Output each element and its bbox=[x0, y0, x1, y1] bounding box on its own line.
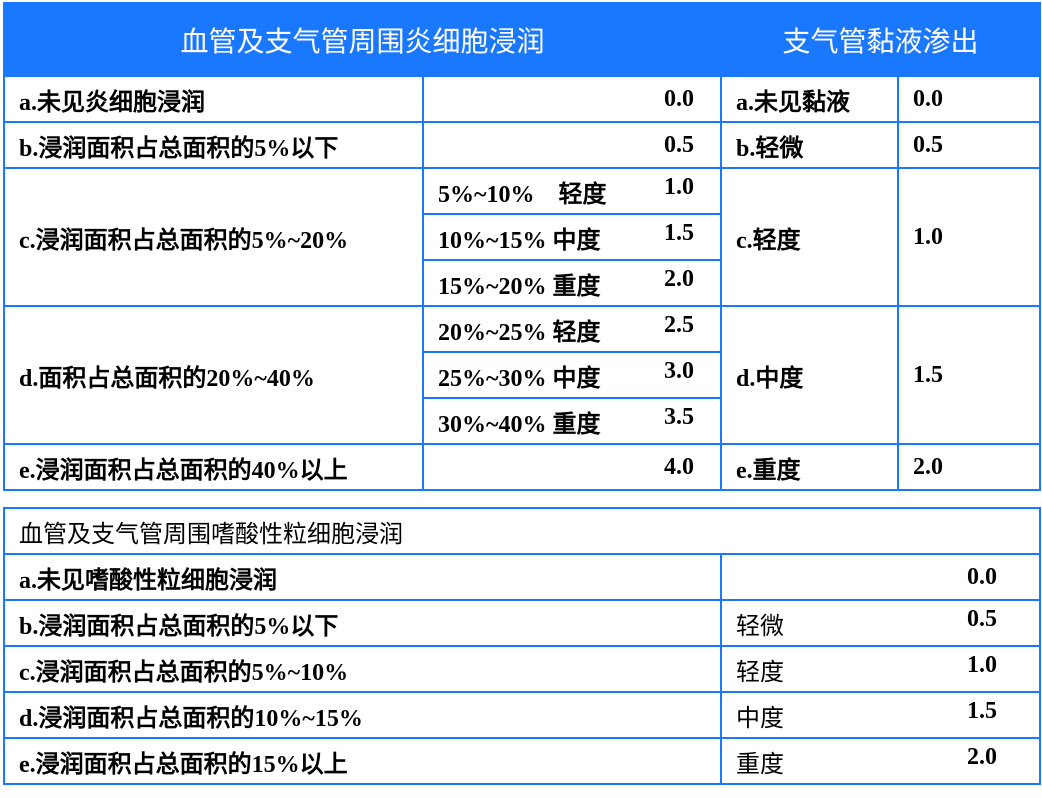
score: 1.0 bbox=[967, 651, 997, 678]
sub-score: 10%~15% 中度 1.5 bbox=[421, 213, 723, 261]
grade: 轻微 bbox=[736, 613, 784, 640]
row-label: e.浸润面积占总面积的15%以上 bbox=[3, 737, 722, 785]
mucus-label: a.未见黏液 bbox=[720, 75, 900, 123]
grade: 中度 bbox=[736, 705, 784, 732]
mucus-value: 2.0 bbox=[897, 443, 1042, 491]
mucus-label: c.轻度 bbox=[720, 167, 900, 307]
sub-score: 0.5 bbox=[421, 121, 723, 169]
mucus-label: b.轻微 bbox=[720, 121, 900, 169]
grade: 重度 bbox=[736, 751, 784, 778]
row-label: a.未见嗜酸性粒细胞浸润 bbox=[3, 553, 722, 601]
table-row: 15%~20% 重度 2.0 bbox=[4, 259, 1040, 307]
table-row: c.浸润面积占总面积的5%~20% 5%~10% 轻度 1.0 c.轻度 1.0 bbox=[3, 167, 1042, 307]
sub-score: 5%~10% 轻度 1.0 bbox=[421, 167, 723, 215]
table-row: b.浸润面积占总面积的5%以下 轻微 0.5 bbox=[3, 599, 1041, 647]
table-row: 10%~15% 中度 1.5 bbox=[4, 213, 1040, 261]
sub-range bbox=[438, 454, 648, 481]
row-label: c.浸润面积占总面积的5%~10% bbox=[3, 645, 722, 693]
sub-score: 25%~30% 中度 3.0 bbox=[421, 351, 723, 399]
table-row: a.未见炎细胞浸润 0.0 a.未见黏液 0.0 bbox=[3, 75, 1042, 123]
sub-score: 20%~25% 轻度 2.5 bbox=[421, 305, 723, 353]
mucus-value: 0.5 bbox=[897, 121, 1042, 169]
header-mucus: 支气管黏液渗出 bbox=[720, 2, 1042, 77]
row-label: d.面积占总面积的20%~40% bbox=[3, 305, 424, 445]
sub-value: 2.0 bbox=[664, 265, 695, 292]
table-row: e.浸润面积占总面积的15%以上 重度 2.0 bbox=[3, 737, 1041, 785]
sub-range: 25%~30% 中度 bbox=[438, 365, 601, 392]
table-row: b.浸润面积占总面积的5%以下 0.5 b.轻微 0.5 bbox=[3, 121, 1042, 169]
sub-value: 0.0 bbox=[664, 85, 695, 112]
header-row: 血管及支气管周围炎细胞浸润 支气管黏液渗出 bbox=[2, 2, 1042, 77]
mucus-label: e.重度 bbox=[720, 443, 900, 491]
table-row: e.浸润面积占总面积的40%以上 4.0 e.重度 2.0 bbox=[3, 443, 1042, 491]
sub-value: 4.0 bbox=[664, 453, 695, 480]
table-row: d.面积占总面积的20%~40% 20%~25% 轻度 2.5 d.中度 1.5 bbox=[3, 305, 1042, 445]
sub-range: 20%~25% 轻度 bbox=[438, 319, 601, 346]
header-inflammatory: 血管及支气管周围炎细胞浸润 bbox=[2, 2, 723, 77]
table-row: a.未见嗜酸性粒细胞浸润 0.0 bbox=[3, 553, 1041, 601]
sub-value: 3.0 bbox=[664, 357, 695, 384]
mucus-value: 1.5 bbox=[897, 305, 1042, 445]
sub-range: 10%~15% 中度 bbox=[438, 227, 601, 254]
grade-cell: 重度 2.0 bbox=[720, 737, 1041, 785]
score: 2.0 bbox=[967, 743, 997, 770]
table-row: d.浸润面积占总面积的10%~15% 中度 1.5 bbox=[3, 691, 1041, 739]
row-label: b.浸润面积占总面积的5%以下 bbox=[3, 121, 424, 169]
score: 0.0 bbox=[967, 563, 997, 590]
eosinophil-scoring-table: 血管及支气管周围嗜酸性粒细胞浸润 a.未见嗜酸性粒细胞浸润 0.0 b.浸润面积占总… bbox=[3, 507, 1041, 785]
table-row: c.浸润面积占总面积的5%~10% 轻度 1.0 bbox=[3, 645, 1041, 693]
table-row: 30%~40% 重度 3.5 bbox=[4, 397, 1040, 445]
grade-cell: 轻微 0.5 bbox=[720, 599, 1041, 647]
row-label: a.未见炎细胞浸润 bbox=[3, 75, 424, 123]
sub-value: 2.5 bbox=[664, 311, 695, 338]
table-row: 25%~30% 中度 3.0 bbox=[4, 351, 1040, 399]
sub-score: 4.0 bbox=[421, 443, 723, 491]
mucus-value: 1.0 bbox=[897, 167, 1042, 307]
sub-range: 30%~40% 重度 bbox=[438, 411, 601, 438]
grade-cell: 轻度 1.0 bbox=[720, 645, 1041, 693]
row-label: e.浸润面积占总面积的40%以上 bbox=[3, 443, 424, 491]
score: 0.5 bbox=[967, 605, 997, 632]
grade: 轻度 bbox=[736, 659, 784, 686]
sub-value: 1.0 bbox=[664, 173, 695, 200]
mucus-label: d.中度 bbox=[720, 305, 900, 445]
sub-score: 30%~40% 重度 3.5 bbox=[421, 397, 723, 445]
sub-score: 15%~20% 重度 2.0 bbox=[421, 259, 723, 307]
mucus-value: 0.0 bbox=[897, 75, 1042, 123]
grade bbox=[736, 564, 946, 591]
row-label: b.浸润面积占总面积的5%以下 bbox=[3, 599, 722, 647]
section-title: 血管及支气管周围嗜酸性粒细胞浸润 bbox=[3, 507, 1041, 555]
row-label: c.浸润面积占总面积的5%~20% bbox=[3, 167, 424, 307]
grade-cell: 中度 1.5 bbox=[720, 691, 1041, 739]
infiltration-scoring-table: 血管及支气管周围炎细胞浸润 支气管黏液渗出 a.未见炎细胞浸润 0.0 a.未见黏液… bbox=[2, 2, 1042, 491]
sub-value: 1.5 bbox=[664, 219, 695, 246]
sub-range: 5%~10% 轻度 bbox=[438, 181, 607, 208]
sub-range: 15%~20% 重度 bbox=[438, 273, 601, 300]
sub-range bbox=[438, 86, 648, 113]
grade-cell: 0.0 bbox=[720, 553, 1041, 601]
sub-range bbox=[438, 132, 648, 159]
sub-value: 3.5 bbox=[664, 403, 695, 430]
sub-score: 0.0 bbox=[421, 75, 723, 123]
score: 1.5 bbox=[967, 697, 997, 724]
sub-value: 0.5 bbox=[664, 131, 695, 158]
row-label: d.浸润面积占总面积的10%~15% bbox=[3, 691, 722, 739]
